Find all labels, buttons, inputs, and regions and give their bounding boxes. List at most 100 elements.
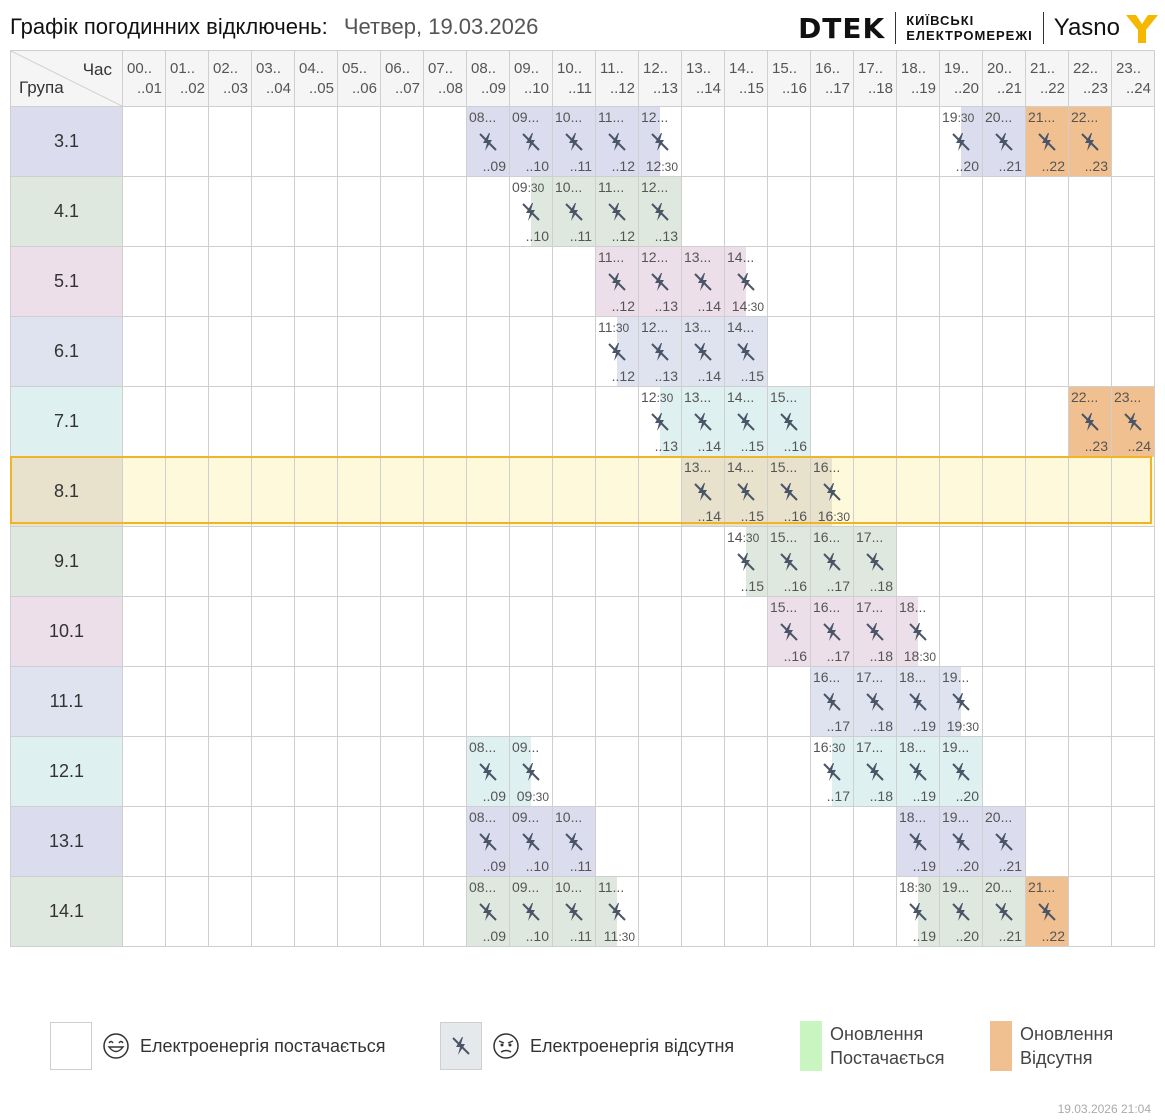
outage-cell: 22... ..23 xyxy=(1068,106,1112,177)
group-name[interactable]: 9.1 xyxy=(10,526,123,597)
outage-end: ..24 xyxy=(1127,438,1151,454)
outage-end: 18:30 xyxy=(903,648,936,664)
outage-cell: 12:30 ..13 xyxy=(638,386,682,457)
hour-cell xyxy=(380,806,424,877)
outage-cell: 16... ..17 xyxy=(810,666,854,737)
hour-cell xyxy=(1068,316,1112,387)
hour-cell xyxy=(122,666,166,737)
no-power-icon xyxy=(735,411,757,433)
outage-end: 16:30 xyxy=(817,508,850,524)
hour-cell xyxy=(294,736,338,807)
hour-cell xyxy=(1111,176,1155,247)
hour-cell xyxy=(122,876,166,947)
no-power-icon xyxy=(821,621,843,643)
hour-cell xyxy=(466,666,510,737)
no-power-icon xyxy=(520,901,542,923)
no-power-icon xyxy=(864,551,886,573)
no-power-icon xyxy=(520,831,542,853)
hour-end: ..07 xyxy=(394,80,420,97)
group-name[interactable]: 11.1 xyxy=(10,666,123,737)
hour-cell xyxy=(466,456,510,527)
hour-header: 11.. ..12 xyxy=(595,50,639,107)
outage-start: 13... xyxy=(684,319,712,335)
outage-start: 21... xyxy=(1028,879,1056,895)
hour-cell xyxy=(724,596,768,667)
outage-end: ..22 xyxy=(1041,928,1065,944)
hour-start: 14.. xyxy=(729,60,755,77)
hour-cell xyxy=(724,666,768,737)
outage-start: 19:30 xyxy=(942,109,975,125)
outage-cell: 09... ..10 xyxy=(509,106,553,177)
outage-cell: 09... ..10 xyxy=(509,876,553,947)
hour-header: 00.. ..01 xyxy=(122,50,166,107)
no-power-icon xyxy=(563,131,585,153)
hour-cell xyxy=(1068,246,1112,317)
outage-start: 13... xyxy=(684,459,712,475)
outage-end: ..11 xyxy=(569,228,592,244)
hour-cell xyxy=(982,386,1026,457)
hour-cell xyxy=(681,526,725,597)
group-name[interactable]: 12.1 xyxy=(10,736,123,807)
hour-start: 17.. xyxy=(858,60,884,77)
hour-cell xyxy=(337,176,381,247)
hour-start: 11.. xyxy=(600,60,624,77)
hour-cell xyxy=(982,736,1026,807)
no-power-icon xyxy=(735,341,757,363)
outage-cell: 11... ..12 xyxy=(595,106,639,177)
outage-cell: 10... ..11 xyxy=(552,876,596,947)
hour-cell xyxy=(982,596,1026,667)
hour-cell xyxy=(337,666,381,737)
outage-start: 16... xyxy=(813,459,841,475)
hour-start: 04.. xyxy=(299,60,325,77)
hour-cell xyxy=(251,736,295,807)
outage-start: 10... xyxy=(555,109,583,125)
group-name[interactable]: 4.1 xyxy=(10,176,123,247)
hour-cell xyxy=(638,456,682,527)
hour-cell xyxy=(595,456,639,527)
group-name[interactable]: 7.1 xyxy=(10,386,123,457)
kyiv-grids-logo: КИЇВСЬКІ ЕЛЕКТРОМЕРЕЖІ xyxy=(906,13,1032,43)
group-name[interactable]: 6.1 xyxy=(10,316,123,387)
group-name[interactable]: 3.1 xyxy=(10,106,123,177)
hour-cell xyxy=(423,386,467,457)
brand-sub-2: ЕЛЕКТРОМЕРЕЖІ xyxy=(906,28,1033,43)
hour-cell xyxy=(251,876,295,947)
outage-cell: 14... 14:30 xyxy=(724,246,768,317)
hour-cell xyxy=(853,876,897,947)
hour-cell xyxy=(896,246,940,317)
hour-cell xyxy=(466,246,510,317)
outage-cell: 18:30 ..19 xyxy=(896,876,940,947)
hour-header: 02.. ..03 xyxy=(208,50,252,107)
no-power-icon xyxy=(907,691,929,713)
hour-cell xyxy=(337,876,381,947)
outage-end: 11:30 xyxy=(603,928,635,944)
outage-start: 08... xyxy=(469,739,497,755)
group-name[interactable]: 13.1 xyxy=(10,806,123,877)
hour-cell xyxy=(423,596,467,667)
hour-cell xyxy=(165,106,209,177)
hour-start: 19.. xyxy=(944,60,970,77)
hour-cell xyxy=(982,176,1026,247)
outage-start: 19... xyxy=(942,809,970,825)
group-name[interactable]: 8.1 xyxy=(10,456,123,527)
no-power-icon xyxy=(692,341,714,363)
outage-end: ..16 xyxy=(783,578,807,594)
timestamp: 19.03.2026 21:04 xyxy=(1057,1102,1151,1116)
hour-cell xyxy=(595,736,639,807)
hour-cell xyxy=(853,386,897,457)
group-name[interactable]: 5.1 xyxy=(10,246,123,317)
hour-cell xyxy=(681,666,725,737)
hour-cell xyxy=(939,526,983,597)
outage-fill xyxy=(940,667,961,736)
group-name[interactable]: 10.1 xyxy=(10,596,123,667)
legend-update-on: Оновлення Постачається xyxy=(800,1020,945,1072)
hour-cell xyxy=(982,316,1026,387)
outage-start: 15... xyxy=(770,459,798,475)
hour-cell xyxy=(638,736,682,807)
group-name[interactable]: 14.1 xyxy=(10,876,123,947)
hour-cell xyxy=(208,316,252,387)
outage-end: ..15 xyxy=(740,508,764,524)
outage-cell: 09... ..10 xyxy=(509,806,553,877)
outage-start: 09... xyxy=(512,739,540,755)
no-power-icon xyxy=(778,621,800,643)
